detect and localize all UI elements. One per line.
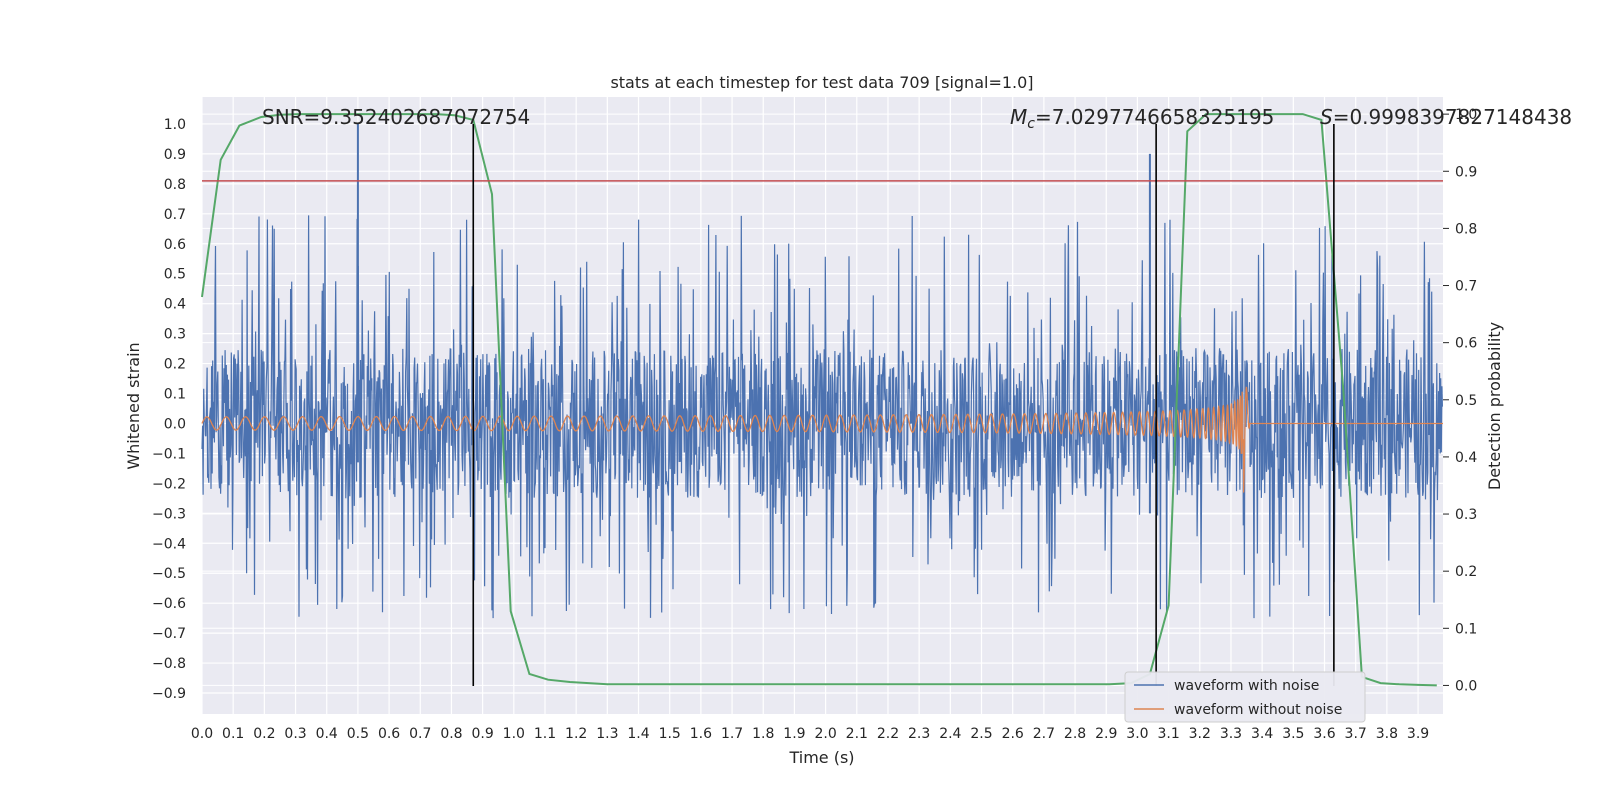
chirp-mass-symbol: M — [1010, 105, 1027, 129]
vertical-markers — [472, 123, 1335, 686]
x-tick-label: 3.7 — [1345, 726, 1367, 742]
y-tick-label: −0.7 — [152, 626, 186, 642]
legend-noisy-label: waveform with noise — [1174, 678, 1319, 694]
x-tick-label: 1.0 — [503, 726, 525, 742]
score-symbol: S — [1320, 105, 1333, 129]
y-right-tick-labels: 1.0 0.9 0.8 0.7 0.6 0.5 0.4 0.3 0.2 0.1 0.0 — [1443, 107, 1477, 694]
y-tick-label: 0.8 — [164, 177, 186, 193]
clean-waveform-line — [201, 386, 1443, 493]
x-tick-label: 2.0 — [814, 726, 836, 742]
score-annotation: S=0.9998397827148438 — [1320, 105, 1572, 129]
y-tick-label: −0.2 — [152, 476, 186, 492]
x-tick-label: 1.7 — [721, 726, 743, 742]
chirp-mass-annotation: Mc=7.0297746658325195 — [1010, 105, 1274, 132]
snr-annotation: SNR=9.352402687072754 — [262, 105, 530, 129]
x-tick-label: 0.7 — [409, 726, 431, 742]
chirp-mass-subscript: c — [1027, 116, 1035, 132]
y-right-tick-label: 0.0 — [1455, 678, 1477, 694]
y-tick-label: −0.1 — [152, 446, 186, 462]
y-tick-label: 0.1 — [164, 387, 186, 403]
legend-box — [1124, 671, 1366, 723]
y-right-tick-label: 0.6 — [1455, 336, 1477, 352]
x-tick-label: 0.8 — [440, 726, 462, 742]
x-axis-label: Time (s) — [788, 748, 854, 767]
x-tick-label: 2.3 — [908, 726, 930, 742]
x-tick-label: 3.4 — [1251, 726, 1273, 742]
x-tick-label: 0.2 — [253, 726, 275, 742]
y-right-tick-label: 0.2 — [1455, 564, 1477, 580]
y-tick-label: 0.4 — [164, 297, 186, 313]
score-value: =0.9998397827148438 — [1333, 105, 1572, 129]
y-right-tick-label: 0.8 — [1455, 221, 1477, 237]
x-tick-label: 3.5 — [1282, 726, 1304, 742]
y-tick-label: −0.8 — [152, 656, 186, 672]
y-tick-label: −0.6 — [152, 596, 186, 612]
y-tick-label: −0.3 — [152, 506, 186, 522]
y-tick-label: −0.9 — [152, 686, 186, 702]
y-tick-label: 1.0 — [164, 117, 186, 133]
y-tick-label: 0.7 — [164, 207, 186, 223]
legend-clean-label: waveform without noise — [1174, 702, 1342, 718]
y-right-tick-label: 0.3 — [1455, 507, 1477, 523]
x-tick-label: 0.3 — [284, 726, 306, 742]
x-tick-label: 3.1 — [1157, 726, 1179, 742]
y-right-tick-label: 0.7 — [1455, 279, 1477, 295]
y-tick-label: 0.5 — [164, 267, 186, 283]
x-tick-label: 3.8 — [1376, 726, 1398, 742]
x-tick-label: 1.3 — [596, 726, 618, 742]
noisy-waveform-line — [201, 215, 1443, 619]
x-tick-label: 0.4 — [316, 726, 338, 742]
x-tick-label: 0.6 — [378, 726, 400, 742]
x-tick-label: 2.8 — [1064, 726, 1086, 742]
x-tick-label: 0.9 — [471, 726, 493, 742]
y-right-tick-label: 0.1 — [1455, 621, 1477, 637]
y-right-axis-label: Detection probability — [1485, 322, 1504, 490]
x-tick-label: 3.3 — [1220, 726, 1242, 742]
y-tick-label: 0.9 — [164, 147, 186, 163]
y-right-tick-label: 0.5 — [1455, 393, 1477, 409]
y-tick-label: 0.2 — [164, 357, 186, 373]
y-tick-label: 0.6 — [164, 237, 186, 253]
x-tick-label: 3.2 — [1189, 726, 1211, 742]
clean-waveform-series — [201, 386, 1443, 493]
y-tick-label: 0.3 — [164, 327, 186, 343]
legend: waveform with noise waveform without noi… — [1124, 671, 1366, 723]
x-tick-label: 1.5 — [659, 726, 681, 742]
y-right-tick-label: 0.9 — [1455, 164, 1477, 180]
y-right-tick-label: 1.0 — [1455, 107, 1477, 123]
x-tick-label: 3.9 — [1407, 726, 1429, 742]
x-tick-label: 0.0 — [191, 726, 213, 742]
detection-probability-series — [201, 113, 1437, 687]
x-tick-label: 1.1 — [534, 726, 556, 742]
x-tick-label: 2.5 — [970, 726, 992, 742]
x-tick-label: 0.5 — [347, 726, 369, 742]
x-tick-label: 1.8 — [752, 726, 774, 742]
x-tick-label: 2.9 — [1095, 726, 1117, 742]
y-right-tick-label: 0.4 — [1455, 450, 1477, 466]
x-tick-label: 1.4 — [627, 726, 649, 742]
y-tick-label: −0.5 — [152, 566, 186, 582]
y-tick-label: −0.4 — [152, 536, 186, 552]
y-tick-label: 0.0 — [164, 416, 186, 432]
x-tick-label: 2.6 — [1002, 726, 1024, 742]
y-tick-labels: 1.0 0.9 0.8 0.7 0.6 0.5 0.4 0.3 0.2 0.1 0.0 −0.1 −0.… — [152, 117, 186, 702]
chart-title: stats at each timestep for test data 709… — [610, 73, 1033, 92]
detection-probability-line — [201, 113, 1437, 687]
x-tick-label: 0.1 — [222, 726, 244, 742]
x-tick-label: 1.2 — [565, 726, 587, 742]
x-tick-label: 3.6 — [1313, 726, 1335, 742]
x-tick-label: 1.6 — [690, 726, 712, 742]
x-tick-label: 2.2 — [877, 726, 899, 742]
x-tick-label: 2.7 — [1033, 726, 1055, 742]
x-tick-label: 2.1 — [846, 726, 868, 742]
y-axis-label: Whitened strain — [124, 342, 143, 469]
chirp-mass-value: =7.0297746658325195 — [1035, 105, 1274, 129]
x-tick-label: 2.4 — [939, 726, 961, 742]
x-tick-labels: 0.0 0.1 0.2 0.3 0.4 0.5 0.6 0.7 0.8 0.9 1.0 1.1 1.2 1… — [191, 726, 1429, 742]
x-tick-label: 1.9 — [783, 726, 805, 742]
x-tick-label: 3.0 — [1126, 726, 1148, 742]
